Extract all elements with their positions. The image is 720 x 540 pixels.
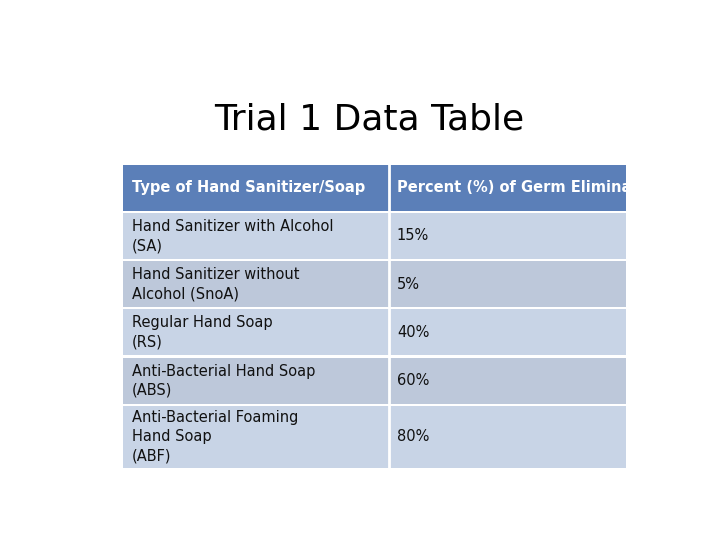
Text: 40%: 40% xyxy=(397,325,429,340)
Text: Percent (%) of Germ Elimination: Percent (%) of Germ Elimination xyxy=(397,180,664,195)
Bar xyxy=(124,309,389,355)
Text: 5%: 5% xyxy=(397,276,420,292)
Text: Trial 1 Data Table: Trial 1 Data Table xyxy=(214,102,524,136)
Text: Hand Sanitizer without
Alcohol (SnoA): Hand Sanitizer without Alcohol (SnoA) xyxy=(132,267,300,301)
Bar xyxy=(389,165,626,211)
Text: Type of Hand Sanitizer/Soap: Type of Hand Sanitizer/Soap xyxy=(132,180,365,195)
Text: 15%: 15% xyxy=(397,228,429,244)
Text: Hand Sanitizer with Alcohol
(SA): Hand Sanitizer with Alcohol (SA) xyxy=(132,219,333,253)
Bar xyxy=(389,261,626,307)
Bar xyxy=(124,165,389,211)
Bar xyxy=(124,213,389,259)
Bar xyxy=(389,406,626,468)
Bar xyxy=(389,357,626,404)
Bar xyxy=(389,213,626,259)
Text: Anti-Bacterial Foaming
Hand Soap
(ABF): Anti-Bacterial Foaming Hand Soap (ABF) xyxy=(132,410,298,464)
Bar xyxy=(389,309,626,355)
Text: 80%: 80% xyxy=(397,429,429,444)
Bar xyxy=(124,357,389,404)
Text: Regular Hand Soap
(RS): Regular Hand Soap (RS) xyxy=(132,315,272,349)
Text: 60%: 60% xyxy=(397,373,429,388)
Bar xyxy=(124,261,389,307)
Text: Anti-Bacterial Hand Soap
(ABS): Anti-Bacterial Hand Soap (ABS) xyxy=(132,363,315,398)
Bar xyxy=(124,406,389,468)
